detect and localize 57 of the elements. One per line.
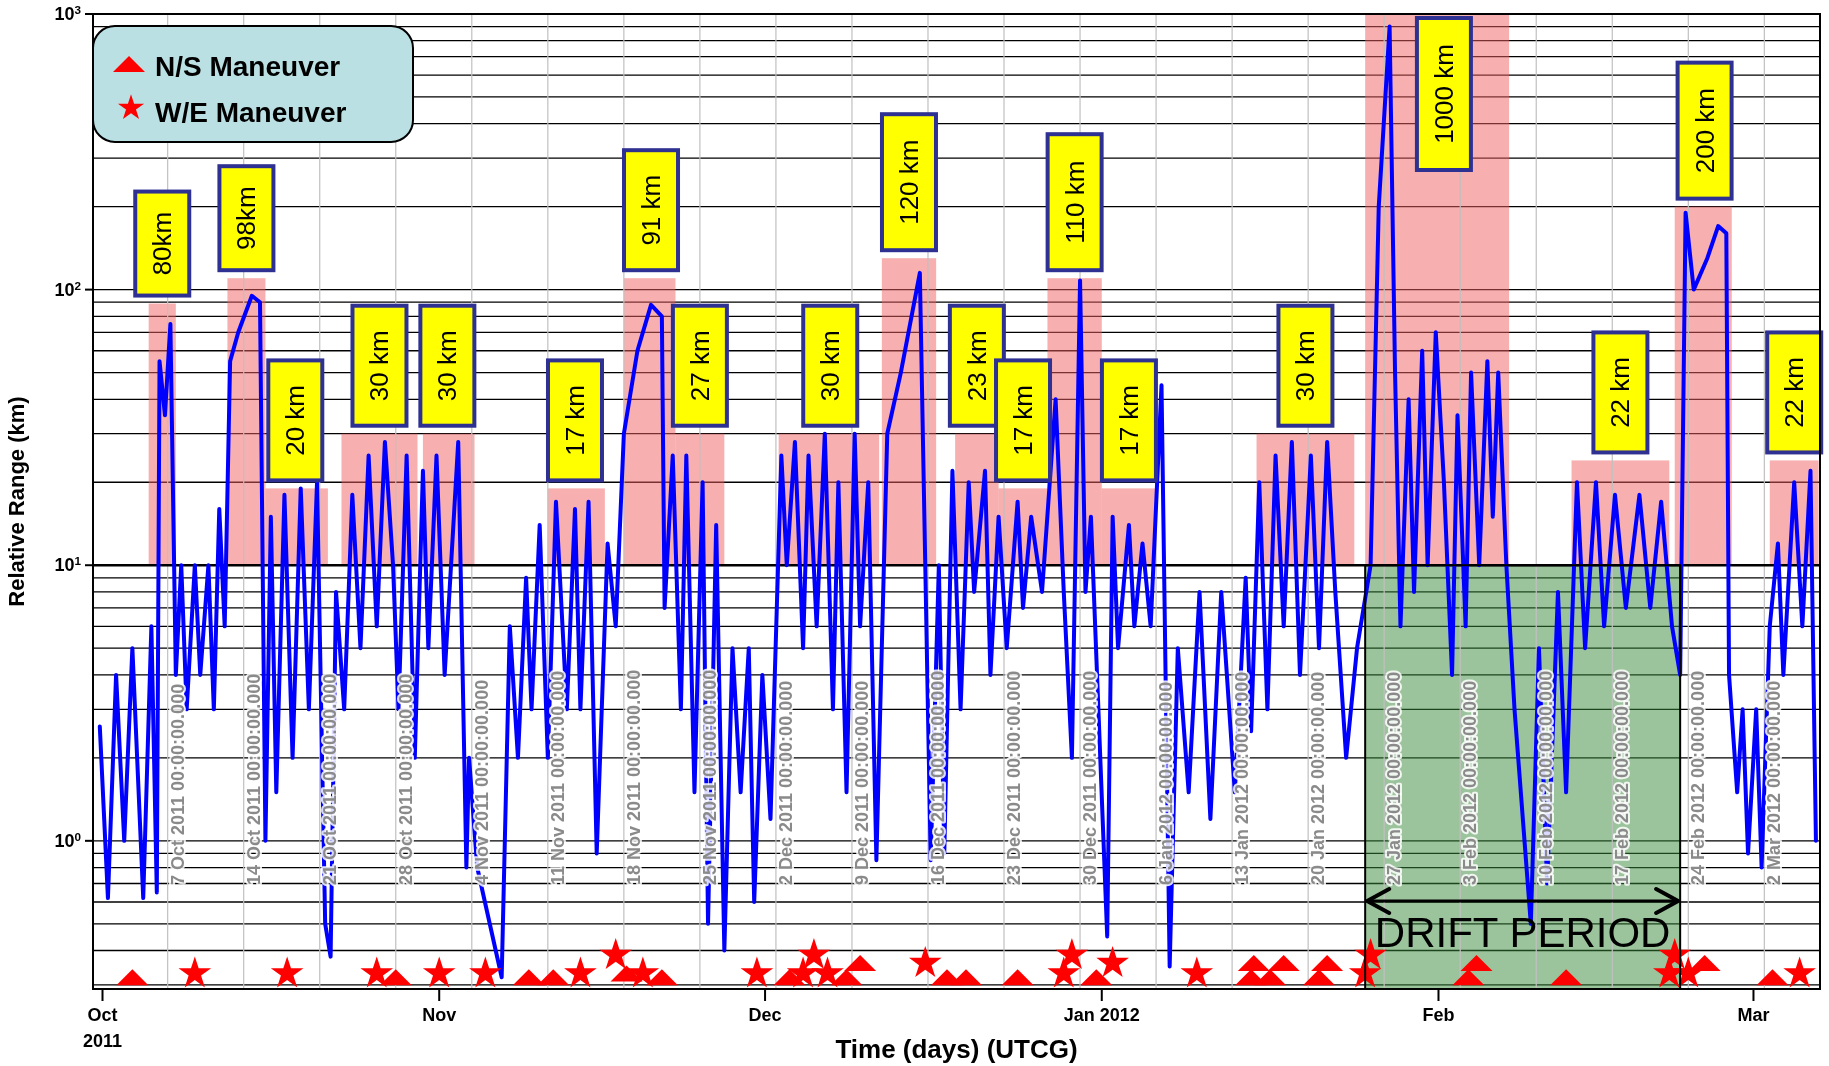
ref-line-label: 20 Jan 2012 00:00:00.000 [1308,671,1329,885]
annotation: 17 km [559,384,590,456]
annotation: 110 km [1059,160,1090,244]
x-tick-label: Mar [1737,1005,1770,1025]
ref-line-label: 27 Jan 2012 00:00:00.000 [1384,671,1405,885]
line-series [97,24,1818,980]
x-tick-label: Oct 2011 [82,1005,123,1051]
ref-line-label: 23 Dec 2011 00:00:00.000 [1004,670,1025,885]
ref-line-label: 11 Nov 2011 00:00:00.000 [547,670,568,885]
y-axis-title: Relative Range (km) [4,396,29,607]
x-tick-label: Nov [422,1005,457,1025]
ref-line-label: 7 Oct 2011 00:00:00.000 [167,683,188,885]
annotation: 98km [231,186,262,250]
annotation: 80km [147,211,178,276]
annotation: 30 km [1290,330,1321,402]
y-tick-label: 10$^{0}$ [54,829,82,851]
ref-line-label: 14 Oct 2011 00:00:00.000 [243,673,264,885]
ref-line-label: 2 Dec 2011 00:00:00.000 [775,680,796,885]
annotation: 22 km [1779,357,1810,428]
band-label: DRIFT PERIOD [1374,909,1671,956]
ref-line-label: 18 Nov 2011 00:00:00.000 [623,669,644,885]
ref-line-label: 10 Feb 2012 00:00:00.000 [1536,670,1557,885]
legend-label: N/S Maneuver [155,51,341,82]
annotation: 30 km [364,330,395,402]
annotation: 27 km [684,330,715,402]
x-tick-label: Jan 2012 [1063,1005,1140,1025]
ref-line-label: 3 Feb 2012 00:00:00.000 [1460,680,1481,885]
ref-line-label: 16 Dec 2011 00:00:00.000 [927,670,948,885]
ref-line-label: 9 Dec 2011 00:00:00.000 [851,680,872,885]
annotation: 91 km [636,174,667,246]
ref-line-label: 25 Nov 2011 00:00:00.000 [699,669,720,885]
y-tick-label: 10$^{2}$ [54,278,82,300]
annotation: 1000 km [1428,44,1459,144]
ref-line-label: 30 Dec 2011 00:00:00.000 [1080,670,1101,885]
annotation: 120 km [893,139,924,225]
annotation: 17 km [1008,384,1039,456]
annotation: 17 km [1113,384,1144,456]
ref-line-label: 6 Jan 2012 00:00:00.000 [1156,681,1177,885]
ref-line-label: 28 Oct 2011 00:00:00.000 [395,673,416,885]
ref-line-label: 13 Jan 2012 00:00:00.000 [1232,671,1253,885]
ref-line-label: 4 Nov 2011 00:00:00.000 [471,679,492,885]
ref-line-label: 2 Mar 2012 00:00:00.000 [1764,680,1785,885]
ref-line-label: 21 Oct 2011 00:00:00.000 [319,673,340,885]
annotation: 20 km [280,384,311,456]
y-tick-label: 10$^{3}$ [54,2,82,24]
annotation: 30 km [432,330,463,402]
ref-line-label: 24 Feb 2012 00:00:00.000 [1688,670,1709,885]
annotation: 30 km [815,330,846,402]
x-tick-label: Dec [748,1005,782,1025]
ref-line-label: 17 Feb 2012 00:00:00.000 [1612,670,1633,885]
annotation: 23 km [961,330,992,402]
legend-label: W/E Maneuver [155,97,347,128]
annotation: 22 km [1605,357,1636,428]
annotation: 200 km [1689,88,1720,174]
y-tick-label: 10$^{1}$ [54,553,82,576]
x-axis-title: Time (days) (UTCG) [835,1034,1078,1064]
x-tick-label: Feb [1422,1005,1455,1025]
